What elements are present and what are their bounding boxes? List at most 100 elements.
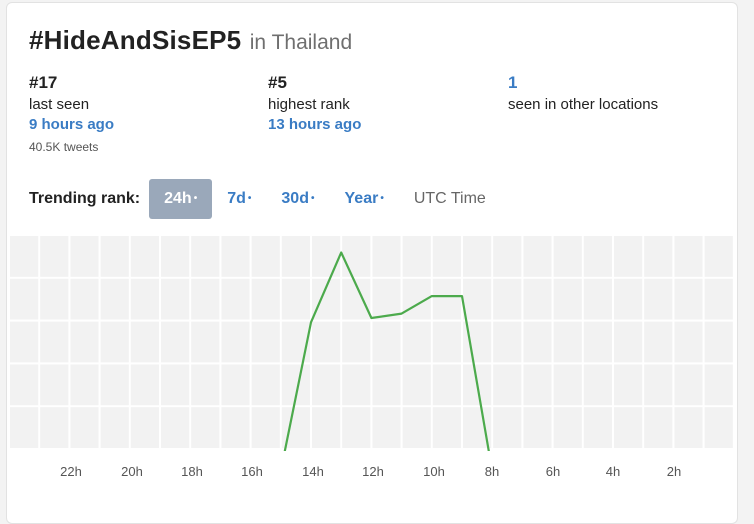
grid-cell (493, 407, 522, 448)
grid-cell (493, 278, 522, 320)
grid-cell (372, 364, 401, 406)
grid-cell (644, 407, 673, 448)
grid-cell (161, 321, 190, 363)
trending-rank-chart: 22h 20h 18h 16h 14h 12h 10h 8h 6h 4h 2h (10, 236, 733, 479)
grid-cell (40, 278, 69, 320)
grid-cell (432, 321, 461, 363)
tab-year-label: Year (344, 190, 379, 207)
x-tick-label: 14h (302, 464, 324, 479)
grid-cell (493, 364, 522, 406)
grid-cell (10, 407, 39, 448)
tab-30d-dot: • (310, 193, 315, 204)
grid-cell (372, 407, 401, 448)
grid-cell (161, 236, 190, 277)
grid-cell (432, 236, 461, 277)
grid-cell (553, 364, 582, 406)
grid-cell (161, 407, 190, 448)
grid-cell (674, 364, 703, 406)
grid-cell (40, 364, 69, 406)
grid-cell (372, 278, 401, 320)
highest-rank-time-link[interactable]: 13 hours ago (268, 116, 362, 133)
grid-cell (191, 407, 220, 448)
grid-cell (372, 321, 401, 363)
grid-cell (704, 236, 733, 277)
x-tick-label: 6h (546, 464, 560, 479)
grid-cell (10, 278, 39, 320)
grid-cell (100, 278, 129, 320)
grid-cell (100, 407, 129, 448)
trend-card: #HideAndSisEP5 in Thailand #17 last seen… (6, 2, 738, 524)
x-tick-label: 22h (60, 464, 82, 479)
rank-line (283, 251, 490, 451)
grid-cell (100, 321, 129, 363)
grid-cell (221, 278, 250, 320)
grid-cell (10, 321, 39, 363)
grid-cell (583, 278, 612, 320)
grid-cell (402, 321, 431, 363)
tab-30d[interactable]: 30d • (266, 179, 329, 219)
location-label: in Thailand (249, 31, 353, 54)
other-locations-count-link[interactable]: 1 (508, 73, 518, 92)
grid-cell (130, 236, 159, 277)
grid-cell (70, 278, 99, 320)
grid-cell (583, 236, 612, 277)
grid-cell (493, 321, 522, 363)
stat-highest-rank: #5 highest rank 13 hours ago (268, 73, 361, 135)
highest-rank-label: highest rank (268, 96, 350, 113)
grid-cell (281, 278, 310, 320)
grid-cell (463, 278, 492, 320)
grid-cell (614, 236, 643, 277)
grid-cell (251, 236, 280, 277)
grid-cell (674, 278, 703, 320)
grid-cell (523, 278, 552, 320)
grid-cell (674, 407, 703, 448)
utc-time-toggle[interactable]: UTC Time (413, 190, 486, 207)
tab-7d-dot: • (247, 193, 252, 204)
grid-cell (100, 236, 129, 277)
hashtag-title[interactable]: #HideAndSisEP5 (29, 25, 242, 55)
grid-cell (130, 278, 159, 320)
grid-cell (342, 321, 371, 363)
grid-cell (432, 407, 461, 448)
stat-last-seen: #17 last seen 9 hours ago 40.5K tweets (29, 73, 114, 154)
x-tick-label: 10h (423, 464, 445, 479)
tab-year[interactable]: Year • (330, 179, 399, 219)
grid-cell (342, 236, 371, 277)
grid-cell (312, 407, 341, 448)
x-tick-label: 16h (241, 464, 263, 479)
tab-7d[interactable]: 7d • (212, 179, 266, 219)
grid-cell (312, 236, 341, 277)
grid-cell (553, 236, 582, 277)
grid-cell (553, 278, 582, 320)
highest-rank-value: #5 (268, 73, 287, 92)
grid-cell (402, 364, 431, 406)
grid-cell (10, 364, 39, 406)
grid-cell (130, 364, 159, 406)
grid-cell (191, 321, 220, 363)
grid-cell (191, 278, 220, 320)
stat-other-locations: 1 seen in other locations (508, 73, 658, 115)
grid-cell (493, 236, 522, 277)
grid-cell (583, 364, 612, 406)
grid-cell (161, 278, 190, 320)
grid-cell (130, 321, 159, 363)
grid-cell (312, 321, 341, 363)
grid-cell (191, 236, 220, 277)
other-locations-label: seen in other locations (508, 96, 659, 113)
grid-cell (221, 321, 250, 363)
grid-cell (312, 364, 341, 406)
trending-rank-bar: Trending rank: 24h • 7d • 30d • Year • UTC T… (29, 179, 501, 219)
grid-cell (342, 407, 371, 448)
grid-cell (251, 321, 280, 363)
tab-24h-label: 24h (164, 190, 192, 207)
grid-cell (674, 321, 703, 363)
last-seen-rank: #17 (29, 73, 58, 92)
grid-cell (281, 236, 310, 277)
tab-24h[interactable]: 24h • (149, 179, 213, 219)
x-tick-label: 4h (606, 464, 620, 479)
last-seen-time-link[interactable]: 9 hours ago (29, 116, 115, 133)
x-tick-label: 8h (485, 464, 499, 479)
grid-cell (251, 278, 280, 320)
grid-cell (644, 364, 673, 406)
grid-cell (553, 407, 582, 448)
